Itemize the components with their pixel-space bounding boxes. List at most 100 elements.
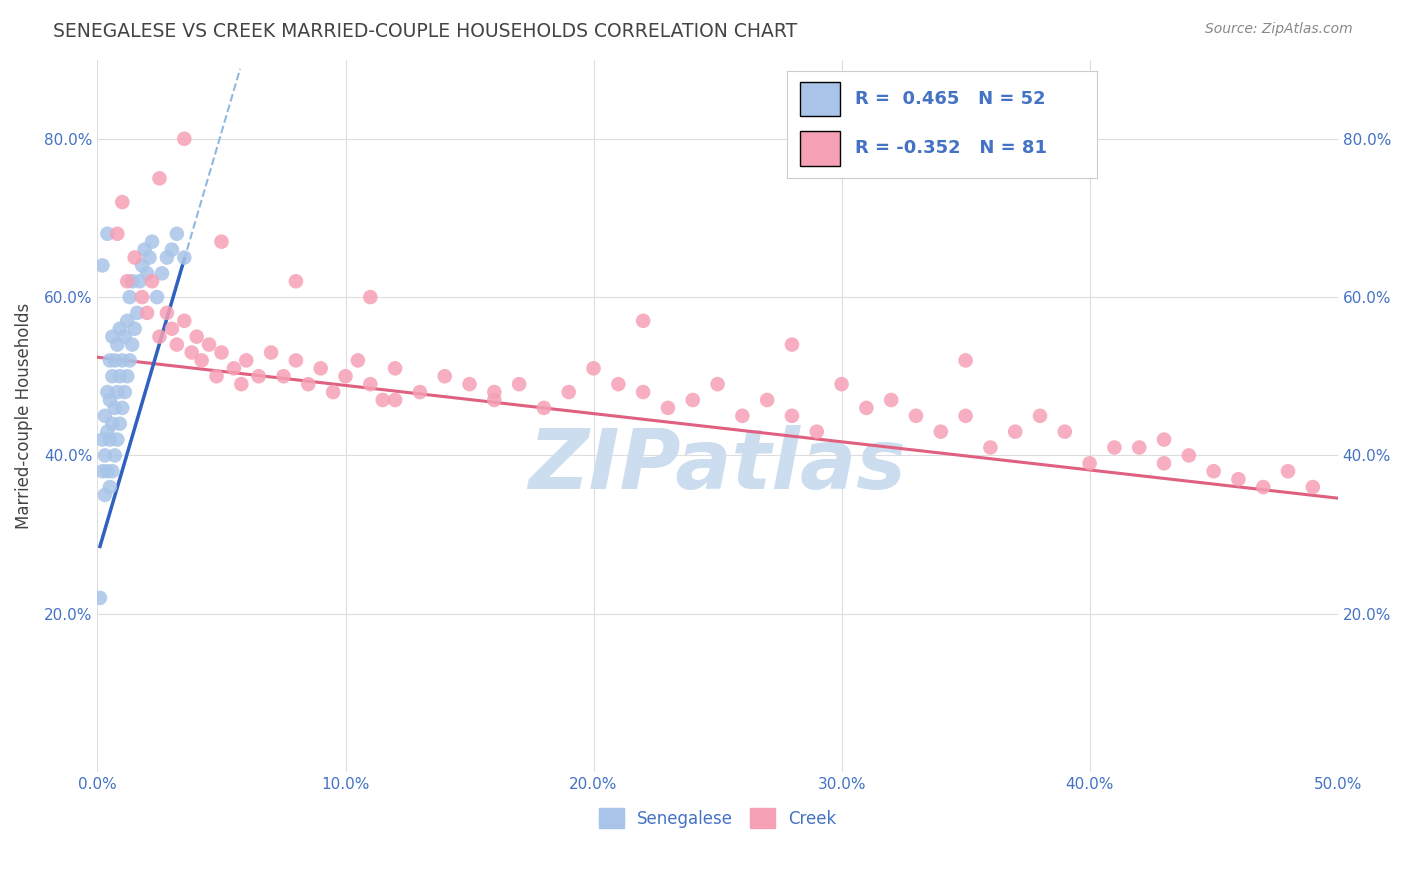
Point bbox=[94, 449, 117, 463]
Point bbox=[297, 377, 319, 392]
Point bbox=[104, 401, 127, 415]
Point bbox=[631, 314, 654, 328]
Point bbox=[260, 345, 283, 359]
Legend: Senegalese, Creek: Senegalese, Creek bbox=[592, 801, 844, 835]
Point bbox=[1251, 480, 1274, 494]
Point bbox=[101, 464, 124, 478]
Point bbox=[111, 353, 134, 368]
Point bbox=[160, 322, 183, 336]
Point bbox=[94, 409, 117, 423]
Point bbox=[101, 369, 124, 384]
Text: R = -0.352   N = 81: R = -0.352 N = 81 bbox=[855, 139, 1047, 157]
Point bbox=[222, 361, 245, 376]
Point bbox=[409, 385, 432, 400]
Point bbox=[335, 369, 357, 384]
Point bbox=[98, 392, 121, 407]
Point bbox=[384, 392, 406, 407]
Point bbox=[731, 409, 754, 423]
Point bbox=[96, 464, 118, 478]
Point bbox=[141, 274, 163, 288]
Point bbox=[173, 132, 195, 146]
Point bbox=[114, 329, 136, 343]
Point bbox=[118, 290, 141, 304]
Point bbox=[955, 353, 977, 368]
Point bbox=[148, 171, 170, 186]
Point bbox=[1302, 480, 1324, 494]
Point bbox=[115, 314, 138, 328]
Point bbox=[186, 329, 208, 343]
Point bbox=[1227, 472, 1250, 486]
Point bbox=[150, 266, 173, 280]
Point bbox=[115, 369, 138, 384]
Point bbox=[105, 227, 128, 241]
Point bbox=[855, 401, 877, 415]
Point bbox=[756, 392, 779, 407]
Point bbox=[484, 392, 506, 407]
Point bbox=[1053, 425, 1076, 439]
Point bbox=[89, 591, 111, 605]
Point bbox=[115, 274, 138, 288]
Point bbox=[955, 409, 977, 423]
Point bbox=[124, 251, 146, 265]
Point bbox=[136, 306, 159, 320]
Point bbox=[166, 337, 188, 351]
Point bbox=[96, 425, 118, 439]
Point bbox=[111, 195, 134, 210]
Point bbox=[284, 274, 307, 288]
Point bbox=[929, 425, 952, 439]
Point bbox=[880, 392, 903, 407]
Point bbox=[247, 369, 270, 384]
Point bbox=[104, 353, 127, 368]
Point bbox=[166, 227, 188, 241]
Point bbox=[96, 385, 118, 400]
Point bbox=[359, 290, 381, 304]
Point bbox=[108, 322, 131, 336]
Point bbox=[533, 401, 555, 415]
Point bbox=[108, 417, 131, 431]
Point bbox=[121, 337, 143, 351]
Point bbox=[1153, 433, 1175, 447]
Point bbox=[780, 337, 803, 351]
Point bbox=[582, 361, 605, 376]
Point bbox=[384, 361, 406, 376]
Point bbox=[94, 488, 117, 502]
Point bbox=[136, 266, 159, 280]
Point bbox=[558, 385, 581, 400]
Point bbox=[831, 377, 853, 392]
Point bbox=[211, 345, 233, 359]
Point bbox=[1104, 441, 1126, 455]
Point bbox=[131, 259, 153, 273]
Point bbox=[138, 251, 160, 265]
Point bbox=[1202, 464, 1225, 478]
Point bbox=[682, 392, 704, 407]
Point bbox=[322, 385, 344, 400]
Point bbox=[1004, 425, 1026, 439]
Point bbox=[235, 353, 257, 368]
Point bbox=[198, 337, 221, 351]
Point bbox=[146, 290, 169, 304]
Point bbox=[1153, 456, 1175, 470]
Point bbox=[105, 385, 128, 400]
Point bbox=[806, 425, 828, 439]
Point bbox=[1078, 456, 1101, 470]
Point bbox=[231, 377, 253, 392]
Point bbox=[91, 259, 114, 273]
Point bbox=[205, 369, 228, 384]
Point bbox=[180, 345, 202, 359]
Point bbox=[1029, 409, 1052, 423]
Point bbox=[101, 329, 124, 343]
Point bbox=[1128, 441, 1150, 455]
Point bbox=[98, 480, 121, 494]
Point bbox=[101, 417, 124, 431]
Point bbox=[148, 329, 170, 343]
Point bbox=[706, 377, 728, 392]
FancyBboxPatch shape bbox=[800, 82, 839, 116]
Point bbox=[160, 243, 183, 257]
FancyBboxPatch shape bbox=[800, 131, 839, 166]
Point bbox=[121, 274, 143, 288]
Point bbox=[111, 401, 134, 415]
Point bbox=[484, 385, 506, 400]
Point bbox=[141, 235, 163, 249]
Point bbox=[359, 377, 381, 392]
Point bbox=[156, 306, 179, 320]
